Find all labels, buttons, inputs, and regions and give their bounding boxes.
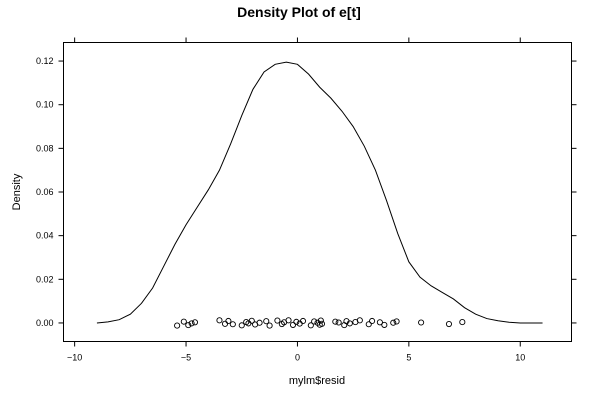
rug-points — [174, 317, 466, 329]
rug-point — [418, 319, 425, 326]
rug-point — [318, 320, 326, 327]
x-tick-label: 10 — [515, 353, 525, 363]
rug-point — [307, 322, 314, 329]
y-tick-label: 0.00 — [36, 318, 54, 328]
rug-point — [256, 319, 263, 326]
rug-point — [376, 319, 383, 326]
rug-point — [238, 322, 245, 329]
y-tick-label: 0.04 — [36, 231, 54, 241]
rug-point — [365, 321, 372, 328]
x-tick-label: −5 — [181, 353, 191, 363]
rug-point — [266, 322, 273, 329]
rug-point — [346, 320, 353, 327]
y-tick-label: 0.02 — [36, 274, 54, 284]
rug-point — [216, 317, 223, 324]
x-tick-label: −10 — [67, 353, 82, 363]
y-tick-label: 0.06 — [36, 187, 54, 197]
rug-point — [390, 319, 397, 326]
y-axis-label: Density — [11, 173, 23, 210]
plot-frame — [63, 42, 572, 342]
x-tick-label: 5 — [406, 353, 411, 363]
y-tick-label: 0.08 — [36, 143, 54, 153]
rug-point — [225, 317, 232, 325]
rug-point — [299, 317, 307, 325]
chart-title: Density Plot of e[t] — [237, 4, 361, 20]
rug-point — [293, 318, 300, 325]
rug-point — [180, 318, 187, 325]
density-curve — [96, 61, 543, 324]
rug-point — [459, 319, 466, 326]
x-tick-label: 0 — [295, 353, 300, 363]
rug-point — [188, 320, 195, 327]
rug-point — [289, 321, 297, 328]
rug-point — [393, 318, 400, 325]
rug-point — [263, 318, 270, 325]
axis-ticks: −10 −5 0 5 10 0.00 0.02 0.04 0.06 0.08 0.10 0.12 — [36, 37, 577, 363]
rug-point — [381, 321, 388, 328]
x-axis-label: mylm$resid — [289, 375, 345, 387]
rug-point — [317, 317, 324, 324]
rug-point — [285, 317, 292, 324]
rug-point — [248, 317, 255, 324]
rug-point — [174, 322, 181, 329]
y-tick-label: 0.10 — [36, 100, 54, 110]
rug-point — [332, 318, 339, 325]
rug-point — [229, 321, 236, 328]
rug-point — [274, 317, 281, 324]
y-tick-label: 0.12 — [36, 56, 54, 66]
rug-point — [311, 318, 318, 325]
rug-point — [369, 317, 376, 325]
rug-point — [445, 320, 453, 328]
rug-point — [335, 319, 342, 326]
rug-point — [221, 320, 229, 327]
rug-point — [191, 319, 199, 326]
rug-point — [356, 317, 363, 324]
rug-point — [185, 322, 192, 329]
rug-point — [341, 322, 348, 329]
